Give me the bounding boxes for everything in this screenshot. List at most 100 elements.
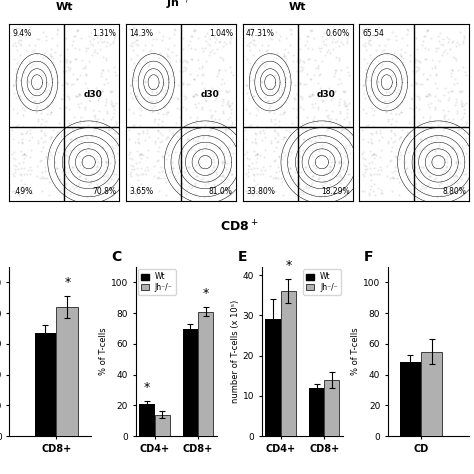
Bar: [139, 404, 155, 436]
Point: [315, 147, 323, 155]
Point: [335, 157, 343, 165]
Point: [108, 102, 116, 110]
Point: [179, 103, 187, 111]
Point: [110, 63, 118, 71]
Point: [54, 30, 61, 37]
Point: [37, 127, 45, 135]
Point: [450, 80, 458, 88]
Point: [437, 191, 445, 199]
Point: [368, 135, 375, 143]
Point: [42, 153, 50, 161]
Point: [458, 143, 466, 150]
Point: [297, 63, 305, 70]
Point: [343, 167, 350, 175]
Point: [14, 39, 22, 46]
Point: [314, 175, 322, 182]
Point: [197, 124, 204, 132]
Point: [251, 84, 259, 91]
Point: [397, 83, 405, 91]
Point: [159, 32, 167, 40]
Point: [395, 191, 403, 199]
Point: [439, 106, 447, 114]
Point: [403, 164, 410, 172]
Point: [364, 121, 371, 129]
Text: *: *: [144, 381, 150, 394]
Point: [182, 64, 190, 72]
Point: [166, 58, 173, 66]
Point: [14, 165, 21, 173]
Point: [340, 88, 347, 96]
Point: [452, 159, 459, 167]
Point: [110, 129, 118, 137]
Point: [224, 100, 231, 108]
Point: [424, 26, 432, 33]
Point: [426, 103, 433, 111]
Point: [432, 153, 439, 160]
Point: [246, 69, 253, 77]
Point: [325, 46, 332, 54]
Point: [336, 158, 343, 166]
Point: [210, 189, 218, 197]
Text: 81.0%: 81.0%: [209, 187, 233, 196]
Point: [252, 158, 260, 166]
Point: [326, 183, 334, 191]
Point: [299, 190, 307, 198]
Point: [434, 122, 442, 129]
Point: [23, 127, 30, 135]
Point: [82, 174, 90, 182]
Point: [18, 152, 26, 159]
Point: [454, 179, 461, 187]
Point: [143, 27, 150, 34]
Point: [171, 26, 178, 34]
Point: [58, 95, 65, 102]
Point: [76, 103, 83, 111]
Point: [460, 105, 468, 113]
Point: [131, 138, 139, 146]
Point: [13, 59, 21, 67]
Point: [62, 179, 69, 186]
Point: [92, 119, 100, 127]
Point: [369, 122, 377, 130]
Point: [155, 187, 163, 195]
Point: [99, 66, 106, 74]
Point: [425, 172, 433, 180]
Point: [162, 86, 169, 93]
Point: [251, 176, 258, 184]
Point: [279, 136, 287, 143]
Point: [342, 102, 349, 110]
Point: [412, 103, 420, 111]
Point: [17, 171, 25, 179]
Point: [88, 52, 96, 59]
Point: [99, 144, 106, 152]
Point: [377, 62, 385, 70]
Point: [132, 191, 140, 198]
Point: [106, 159, 114, 166]
Point: [182, 119, 190, 127]
Point: [421, 32, 428, 40]
Point: [60, 105, 67, 112]
Legend: Wt, Jh⁻/⁻: Wt, Jh⁻/⁻: [303, 269, 341, 295]
Point: [386, 96, 393, 103]
Point: [362, 39, 369, 46]
Point: [43, 32, 50, 40]
Point: [270, 157, 277, 165]
Point: [253, 150, 261, 157]
Point: [303, 70, 310, 77]
Point: [312, 64, 319, 71]
Point: [297, 168, 305, 175]
Point: [443, 180, 451, 188]
Point: [268, 89, 276, 96]
Point: [459, 191, 467, 198]
Point: [148, 124, 156, 131]
Point: [431, 103, 439, 110]
Point: [340, 98, 348, 105]
Point: [135, 152, 142, 159]
Point: [444, 88, 451, 95]
Point: [185, 124, 192, 132]
Point: [431, 79, 439, 87]
Point: [274, 137, 282, 145]
Point: [208, 111, 216, 118]
Point: [251, 135, 259, 143]
Point: [35, 36, 43, 43]
Point: [130, 59, 137, 67]
